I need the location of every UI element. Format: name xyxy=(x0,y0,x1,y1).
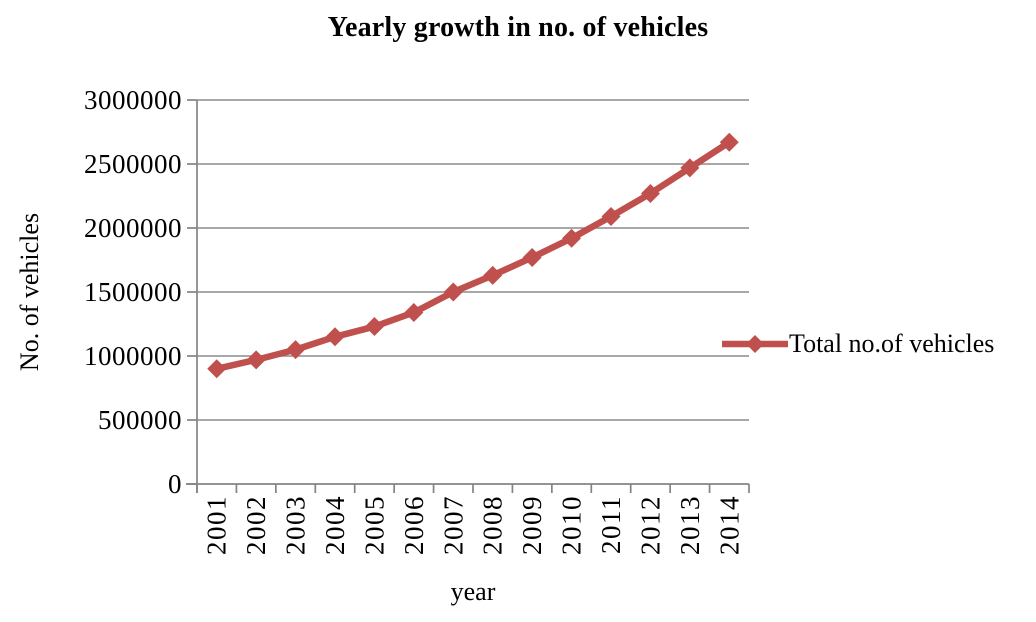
x-tick-label: 2001 xyxy=(202,495,232,555)
data-point-marker xyxy=(404,302,424,322)
data-point-marker xyxy=(719,132,739,152)
legend-line-marker-icon xyxy=(722,334,788,353)
x-tick-label: 2011 xyxy=(596,495,626,554)
series-line xyxy=(213,138,733,373)
data-point-marker xyxy=(246,350,266,370)
x-tick-label: 2010 xyxy=(557,495,587,555)
y-tick-label: 1500000 xyxy=(84,277,182,307)
data-point-marker xyxy=(483,265,503,285)
data-point-marker xyxy=(601,206,621,226)
y-tick-label: 2500000 xyxy=(84,149,182,179)
x-tick-label: 2004 xyxy=(320,495,350,555)
data-point-marker xyxy=(640,183,660,203)
x-tick-label: 2002 xyxy=(241,495,271,555)
chart-title: Yearly growth in no. of vehicles xyxy=(327,12,709,43)
data-point-marker xyxy=(443,282,463,302)
x-axis-title: year xyxy=(451,577,496,606)
data-point-marker xyxy=(286,340,306,360)
data-point-marker xyxy=(680,158,700,178)
y-tick-label: 500000 xyxy=(98,405,182,435)
y-tick-label: 1000000 xyxy=(84,341,182,371)
data-point-marker xyxy=(325,327,345,347)
y-tick-label: 0 xyxy=(168,469,182,499)
x-tick-label: 2009 xyxy=(517,495,547,555)
y-axis-title: No. of vehicles xyxy=(15,213,44,371)
legend-label: Total no.of vehicles xyxy=(789,328,995,358)
data-point-marker xyxy=(364,317,384,337)
data-point-marker xyxy=(562,228,582,248)
x-tick-label: 2005 xyxy=(359,495,389,555)
data-point-marker xyxy=(207,359,227,379)
x-tick-label: 2007 xyxy=(438,495,468,555)
x-tick-label: 2006 xyxy=(399,495,429,555)
x-tick-label: 2003 xyxy=(281,495,311,555)
data-point-marker xyxy=(522,247,542,267)
legend: Total no.of vehicles xyxy=(722,327,994,360)
x-tick-label: 2008 xyxy=(478,495,508,555)
x-tick-label: 2014 xyxy=(714,495,744,555)
x-tick-label: 2013 xyxy=(675,495,705,555)
y-tick-label: 3000000 xyxy=(84,85,182,115)
y-tick-label: 2000000 xyxy=(84,213,182,243)
x-tick-label: 2012 xyxy=(635,495,665,555)
